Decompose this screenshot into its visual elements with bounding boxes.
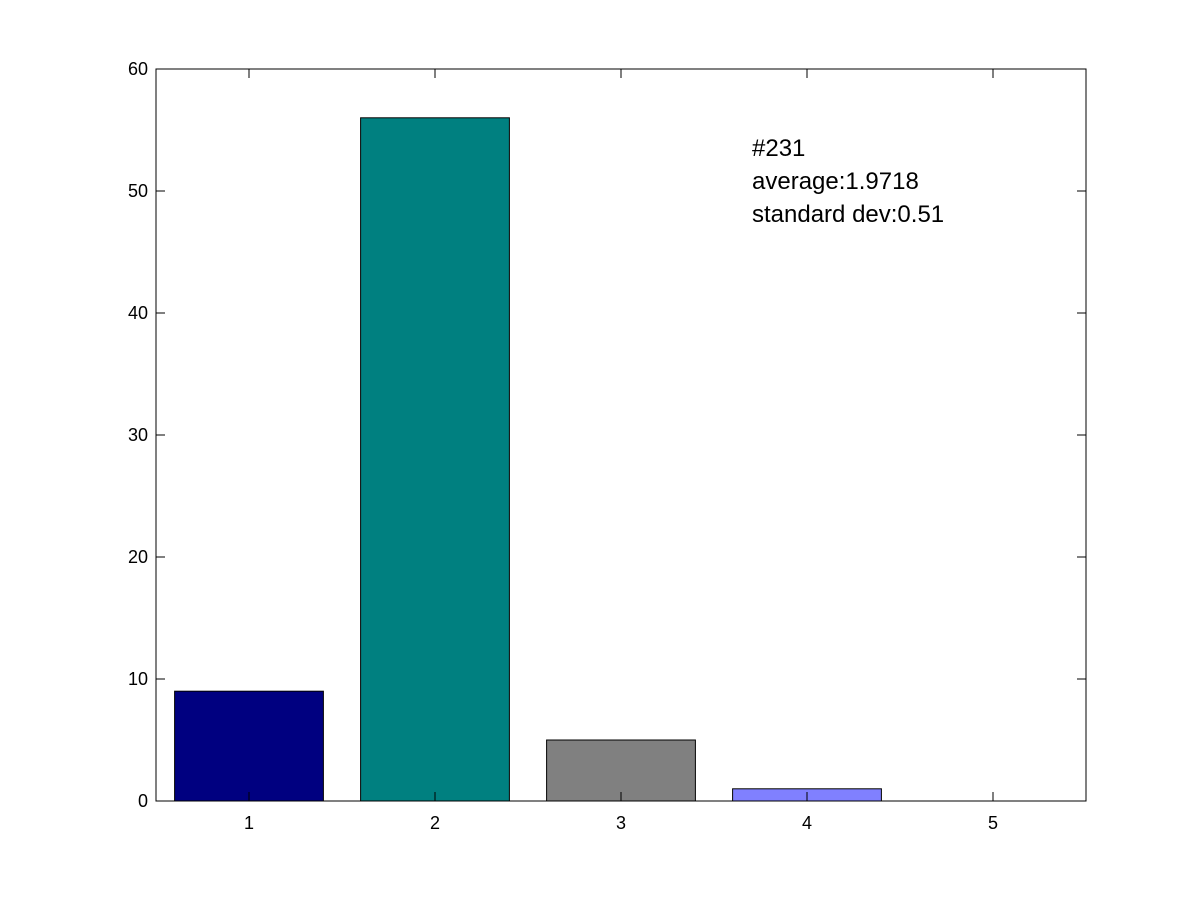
x-tick-label: 1 xyxy=(244,813,254,833)
bar-1 xyxy=(174,690,324,802)
bar-2 xyxy=(360,117,510,802)
bar-3 xyxy=(546,739,696,802)
y-tick-label: 60 xyxy=(128,59,148,79)
x-tick-label: 5 xyxy=(988,813,998,833)
y-tick-label: 10 xyxy=(128,669,148,689)
annotation-line-3: standard dev:0.51 xyxy=(752,201,944,228)
plot-area xyxy=(156,69,1086,801)
y-tick-label: 30 xyxy=(128,425,148,445)
y-tick-label: 0 xyxy=(138,791,148,811)
annotation-line-1: #231 xyxy=(752,135,805,162)
y-tick-label: 40 xyxy=(128,303,148,323)
y-tick-label: 50 xyxy=(128,181,148,201)
annotation-box: #231 average:1.9718 standard dev:0.51 xyxy=(752,135,944,228)
bars-layer xyxy=(174,117,882,802)
x-tick-label: 3 xyxy=(616,813,626,833)
plot-frame xyxy=(155,68,1087,802)
y-tick-label: 20 xyxy=(128,547,148,567)
x-tick-label: 2 xyxy=(430,813,440,833)
annotation-line-2: average:1.9718 xyxy=(752,168,919,195)
ticks-layer: 0 10 20 30 40 50 60 1 2 3 4 5 xyxy=(128,59,1086,833)
x-tick-label: 4 xyxy=(802,813,812,833)
